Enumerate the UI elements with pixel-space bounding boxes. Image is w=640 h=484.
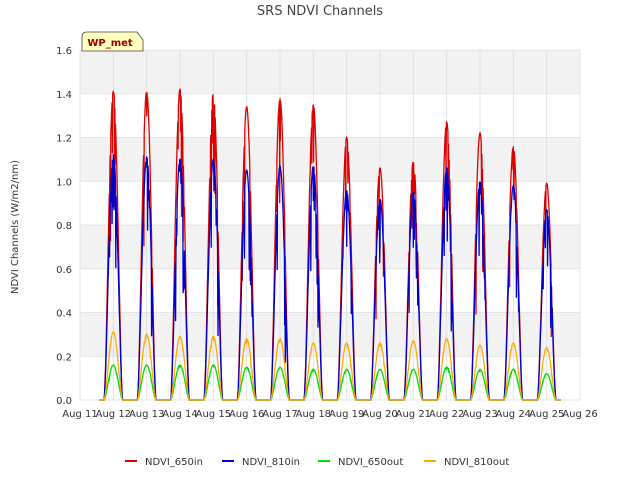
x-tick-label: Aug 23	[462, 409, 497, 420]
x-tick-label: Aug 19	[329, 409, 364, 420]
station-badge-label: WP_met	[87, 38, 133, 49]
legend: NDVI_650in NDVI_810in NDVI_650out NDVI_810o…	[125, 457, 509, 468]
y-tick-label: 0.2	[56, 352, 72, 363]
station-badge-box	[81, 31, 144, 52]
x-tick-label: Aug 18	[296, 409, 331, 420]
x-tick-label: Aug 25	[529, 409, 564, 420]
legend-item-ndvi-650in: NDVI_650in	[125, 457, 203, 468]
x-tick-label: Aug 12	[96, 409, 131, 420]
legend-label: NDVI_650out	[338, 457, 403, 468]
x-tick-label: Aug 20	[362, 409, 397, 420]
background-band	[80, 312, 580, 357]
series-line-ndvi-810out	[99, 331, 561, 401]
y-tick-label: 1.0	[56, 177, 72, 188]
x-tick-label: Aug 15	[196, 409, 231, 420]
y-tick-label: 1.6	[56, 46, 72, 57]
x-tick-label: Aug 21	[396, 409, 431, 420]
x-tick-label: Aug 24	[496, 409, 531, 420]
legend-label: NDVI_810in	[242, 457, 300, 468]
y-axis-label: NDVI Channels (W/m2/nm)	[10, 160, 21, 294]
background-band	[80, 137, 580, 182]
series-layer	[99, 87, 561, 401]
y-tick-label: 0.8	[56, 221, 72, 232]
station-badge: WP_met	[81, 31, 144, 52]
x-tick-label: Aug 16	[229, 409, 264, 420]
background-band	[80, 225, 580, 269]
legend-item-ndvi-650out: NDVI_650out	[318, 457, 403, 468]
y-tick-label: 0.6	[56, 265, 72, 276]
legend-label: NDVI_810out	[444, 457, 509, 468]
y-tick-label: 1.4	[56, 90, 72, 101]
y-tick-label: 0.0	[56, 396, 72, 407]
x-tick-label: Aug 13	[129, 409, 164, 420]
chart-title: SRS NDVI Channels	[257, 4, 383, 19]
x-tick-label: Aug 22	[429, 409, 464, 420]
y-tick-label: 0.4	[56, 309, 72, 320]
x-tick-label: Aug 11	[62, 409, 97, 420]
y-tick-label: 1.2	[56, 134, 72, 145]
legend-item-ndvi-810out: NDVI_810out	[424, 457, 509, 468]
legend-item-ndvi-810in: NDVI_810in	[222, 457, 300, 468]
legend-label: NDVI_650in	[145, 457, 203, 468]
x-tick-label: Aug 17	[262, 409, 297, 420]
x-tick-label: Aug 26	[562, 409, 597, 420]
x-tick-label: Aug 14	[162, 409, 197, 420]
background-band	[80, 50, 580, 94]
